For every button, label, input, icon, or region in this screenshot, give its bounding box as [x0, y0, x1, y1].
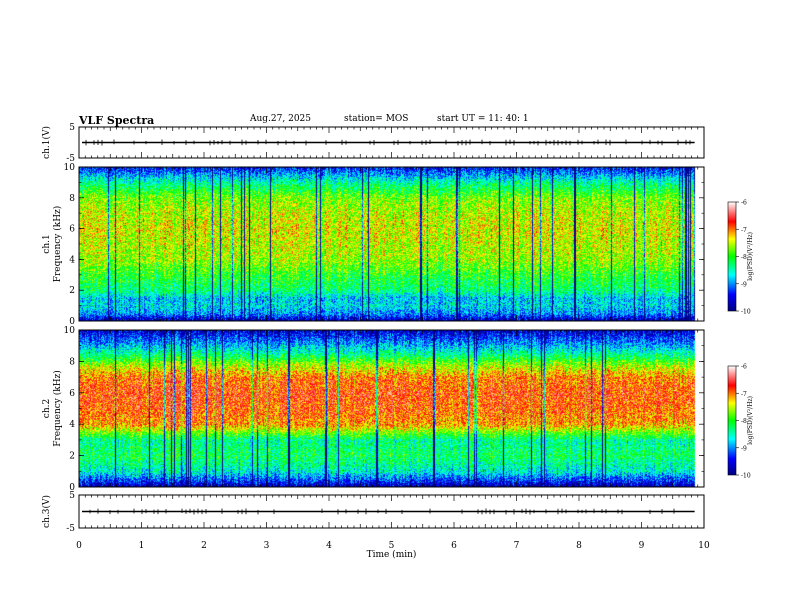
y-axis-label-group: ch.1(V)	[41, 126, 52, 159]
y-tick-label: 0	[69, 317, 75, 327]
y-tick-label: 0	[69, 483, 75, 493]
colorbar-2	[727, 365, 737, 476]
y-axis-label: ch.2	[42, 399, 52, 418]
x-axis-label: Time (min)	[367, 549, 417, 560]
figure-title: VLF Spectra	[79, 114, 155, 127]
x-tick-label: 6	[451, 541, 457, 551]
spectrogram-image-ch1	[79, 167, 704, 321]
x-tick-label: 0	[76, 541, 82, 551]
colorbar-label-group: log(PSD)(V²/Hz)	[747, 396, 754, 445]
y-tick-label: 5	[69, 491, 75, 501]
x-tick-label: 2	[201, 541, 207, 551]
y-axis-label-group: ch.2 Frequency (kHz)	[42, 370, 63, 447]
y-tick-label: 8	[69, 357, 75, 367]
colorbar-tick-label: -10	[741, 473, 751, 480]
colorbar-tick-label: -10	[741, 309, 751, 316]
y-tick-label: 4	[69, 420, 75, 430]
y-tick-label: 2	[69, 286, 75, 296]
y-tick-label: 2	[69, 452, 75, 462]
y-axis-label: Frequency (kHz)	[52, 370, 63, 447]
y-axis-label: ch.1(V)	[41, 126, 52, 159]
station-label: station= MOS	[344, 114, 409, 124]
x-tick-label: 7	[514, 541, 520, 551]
colorbar-tick-label: -7	[741, 227, 747, 234]
x-tick-label: 8	[576, 541, 582, 551]
colorbar-tick-label: -6	[741, 364, 747, 371]
x-tick-label: 1	[139, 541, 145, 551]
colorbar-tick-label: -6	[741, 200, 747, 207]
colorbar-tick-label: -7	[741, 391, 747, 398]
y-axis-label: ch.1	[42, 234, 52, 253]
x-tick-label: 10	[698, 541, 710, 551]
colorbar-tick-label: -9	[741, 281, 747, 288]
y-tick-label: 10	[64, 326, 76, 336]
y-axis-label: Frequency (kHz)	[52, 206, 63, 283]
y-axis-label: ch.3(V)	[41, 495, 52, 528]
x-tick-label: 9	[639, 541, 645, 551]
y-tick-label: 4	[69, 255, 75, 265]
spectrogram-image-ch2	[79, 330, 704, 487]
y-tick-label: 6	[69, 225, 75, 235]
y-tick-label: 6	[69, 389, 75, 399]
x-tick-label: 3	[264, 541, 270, 551]
y-axis-label-group: ch.1 Frequency (kHz)	[42, 206, 63, 283]
y-tick-label: 8	[69, 194, 75, 204]
date-label: Aug.27, 2025	[250, 114, 311, 124]
colorbar-label-group: log(PSD)(V²/Hz)	[747, 232, 754, 281]
start-time-label: start UT = 11: 40: 1	[437, 114, 529, 124]
colorbar-tick-label: -8	[741, 418, 747, 425]
y-tick-label: 5	[69, 123, 75, 133]
ch1-trace-spikes	[85, 139, 691, 146]
colorbar-label: log(PSD)(V²/Hz)	[747, 232, 754, 281]
y-axis-label-group: ch.3(V)	[41, 495, 52, 528]
colorbar-tick-label: -8	[741, 254, 747, 261]
y-tick-label: 10	[64, 163, 76, 173]
colorbar-tick-label: -9	[741, 445, 747, 452]
colorbar-1	[727, 201, 737, 312]
x-tick-label: 4	[326, 541, 332, 551]
ch3-trace-spikes	[89, 508, 675, 515]
x-tick-label: 5	[389, 541, 395, 551]
y-tick-label: -5	[66, 524, 75, 534]
colorbar-label: log(PSD)(V²/Hz)	[747, 396, 754, 445]
y-tick-label: -5	[66, 154, 75, 164]
